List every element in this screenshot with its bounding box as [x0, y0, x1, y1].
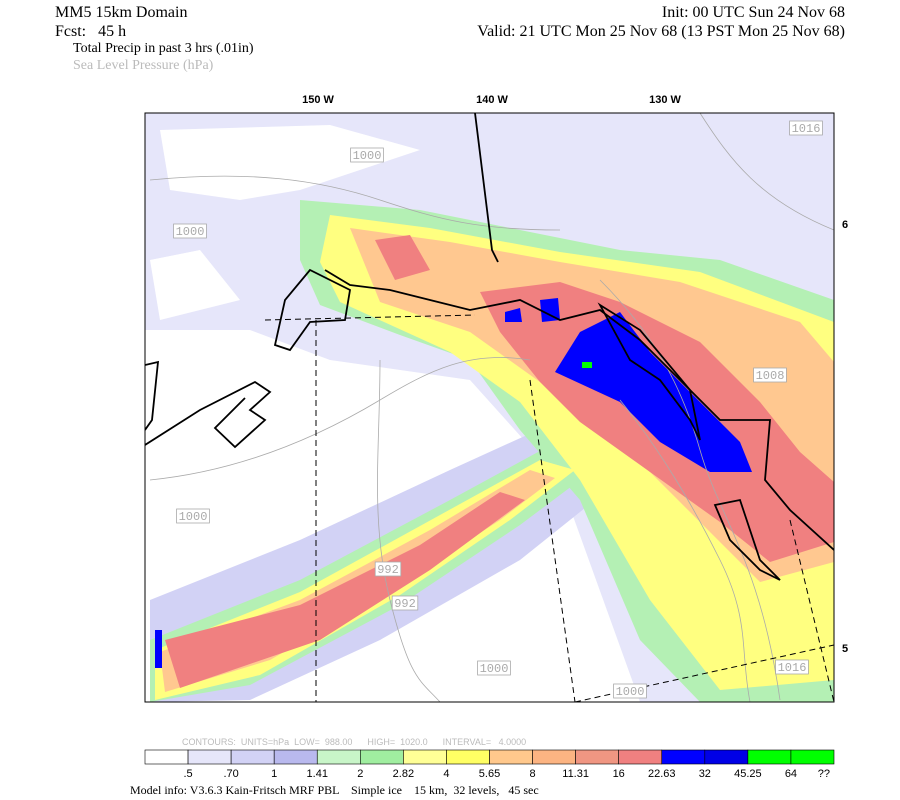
contour-label: 1000	[353, 149, 382, 163]
colorbar-label: 2.82	[393, 768, 414, 780]
colorbar-swatch	[661, 749, 706, 765]
model-info: Model info: V3.6.3 Kain-Fritsch MRF PBL …	[130, 783, 539, 797]
colorbar-swatch	[532, 749, 576, 765]
colorbar-swatch	[316, 749, 361, 765]
colorbar-swatch	[747, 749, 792, 765]
contour-label: 1016	[792, 122, 821, 136]
map-field	[145, 113, 834, 702]
colorbar-label: 8	[530, 768, 536, 780]
field-precip: Total Precip in past 3 hrs (.01in)	[73, 41, 254, 56]
colorbar-swatch	[575, 749, 619, 765]
contour-label-box	[477, 660, 511, 676]
colorbar-label: ??	[818, 768, 830, 780]
latitude-label: 6	[842, 219, 848, 231]
contour-label: 992	[394, 597, 416, 611]
colorbar-swatch	[446, 749, 490, 765]
latitude-label: 5	[842, 643, 848, 655]
longitude-label: 130 W	[649, 94, 681, 106]
contour-label-box	[753, 367, 787, 383]
contour-label: 1016	[778, 661, 807, 675]
init-time: Init: 00 UTC Sun 24 Nov 68	[662, 4, 845, 21]
model-title: MM5 15km Domain	[55, 4, 187, 21]
map-frame	[144, 112, 835, 703]
valid-time: Valid: 21 UTC Mon 25 Nov 68 (13 PST Mon …	[477, 23, 845, 40]
contour-label-box	[350, 147, 384, 163]
contour-info: CONTOURS: UNITS=hPa LOW= 988.00 HIGH= 10…	[182, 737, 526, 747]
colorbar-label: .5	[183, 768, 192, 780]
colorbar-swatch	[230, 749, 275, 765]
colorbar-label: 4	[443, 768, 449, 780]
colorbar-swatch	[144, 749, 189, 765]
contour-label: 1000	[616, 685, 645, 699]
colorbar-label: 5.65	[479, 768, 500, 780]
colorbar-swatch	[360, 749, 404, 765]
colorbar-swatch	[704, 749, 749, 765]
colorbar-swatch	[489, 749, 533, 765]
contour-label: 1000	[480, 662, 509, 676]
contour-label: 992	[377, 563, 399, 577]
contour-label-box	[789, 120, 823, 136]
contour-label-box	[613, 683, 647, 699]
contour-label: 1000	[179, 510, 208, 524]
colorbar-label: 16	[613, 768, 625, 780]
colorbar-swatch	[790, 749, 835, 765]
contour-label-box	[374, 561, 402, 577]
colorbar-swatch	[618, 749, 663, 765]
colorbar-swatch	[273, 749, 318, 765]
contour-label-box	[173, 223, 207, 239]
contour-label: 1000	[176, 225, 205, 239]
colorbar-label: 45.25	[734, 768, 762, 780]
colorbar-label: 2	[357, 768, 363, 780]
colorbar-label: 1.41	[307, 768, 328, 780]
longitude-label: 140 W	[476, 94, 508, 106]
longitude-label: 150 W	[302, 94, 334, 106]
contour-label-box	[176, 508, 210, 524]
contour-label-box	[775, 659, 809, 675]
colorbar-label: 32	[699, 768, 711, 780]
colorbar-label: 1	[271, 768, 277, 780]
field-pressure: Sea Level Pressure (hPa)	[73, 58, 214, 73]
colorbar-label: .70	[223, 768, 238, 780]
colorbar-label: 22.63	[648, 768, 676, 780]
colorbar-label: 64	[785, 768, 797, 780]
forecast-hour: Fcst: 45 h	[55, 23, 126, 40]
contour-label-box	[391, 595, 419, 611]
colorbar-swatch	[187, 749, 232, 765]
colorbar-swatch	[403, 749, 447, 765]
colorbar-label: 11.31	[562, 768, 589, 780]
contour-label: 1008	[756, 369, 785, 383]
colorbar: .5 .70 1 1.41 2 2.82 4 5.65 8 11.31 16 22.63 32 45.25…	[144, 749, 835, 780]
map-labels: 150 W 140 W 130 W 6 5 1016 1000 1000 1008 1000 992…	[173, 94, 848, 699]
